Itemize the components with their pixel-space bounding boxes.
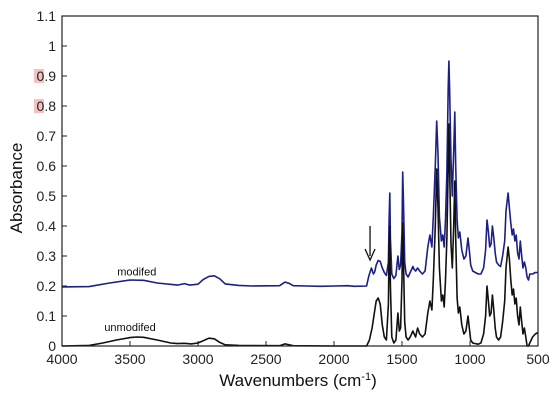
ytick-label: 0.3: [37, 248, 57, 264]
annotation-layer: modifed unmodifed: [104, 226, 376, 334]
ytick-label: 0: [48, 338, 56, 354]
ytick-label: 0.7: [37, 128, 57, 144]
series-annotation-modifed: modifed: [117, 267, 156, 279]
tick-layer: 0 0.1 0.2 0.3 0.4 0.5 0.6 0.7 0.8 0.9 1 1.1 4000 3500…: [37, 8, 550, 367]
ytick-label: 0.8: [37, 98, 57, 114]
xtick-label: 3000: [182, 351, 213, 367]
arrow-head: [364, 248, 376, 262]
ytick-label: 1: [48, 38, 56, 54]
xtick-label: 1500: [386, 351, 417, 367]
xtick-label: 500: [526, 351, 550, 367]
series-layer: [61, 60, 539, 347]
series-annotation-unmodifed: unmodifed: [104, 322, 155, 334]
xtick-label: 2000: [318, 351, 349, 367]
xtick-label: 1000: [454, 351, 485, 367]
ytick-label: 0.1: [37, 308, 57, 324]
x-axis-label: Wavenumbers (cm-1): [219, 371, 376, 390]
label-layer: Absorbance Wavenumbers (cm-1): [7, 143, 377, 390]
plot-border: [61, 15, 539, 347]
x-axis-label-superscript: -1: [361, 371, 371, 383]
xtick-label: 2500: [250, 351, 281, 367]
ytick-label: 1.1: [37, 8, 57, 24]
ytick-label: 0.9: [37, 68, 57, 84]
ytick-highlight: [34, 99, 44, 113]
xtick-label: 3500: [114, 351, 145, 367]
y-axis-label: Absorbance: [7, 143, 26, 234]
ytick-label: 0.2: [37, 278, 57, 294]
ytick-label: 0.5: [37, 188, 57, 204]
ytick-highlight: [34, 69, 44, 83]
series-line-modifed: [61, 60, 538, 288]
ytick-label: 0.4: [37, 218, 57, 234]
x-axis-label-text: Wavenumbers (cm: [219, 371, 361, 390]
plot-frame: [61, 15, 539, 347]
tick-highlight-layer: [34, 69, 44, 113]
series-line-unmodifed: [61, 123, 539, 347]
x-axis-label-end: ): [371, 371, 377, 390]
ytick-label: 0.6: [37, 158, 57, 174]
xtick-label: 4000: [46, 351, 77, 367]
